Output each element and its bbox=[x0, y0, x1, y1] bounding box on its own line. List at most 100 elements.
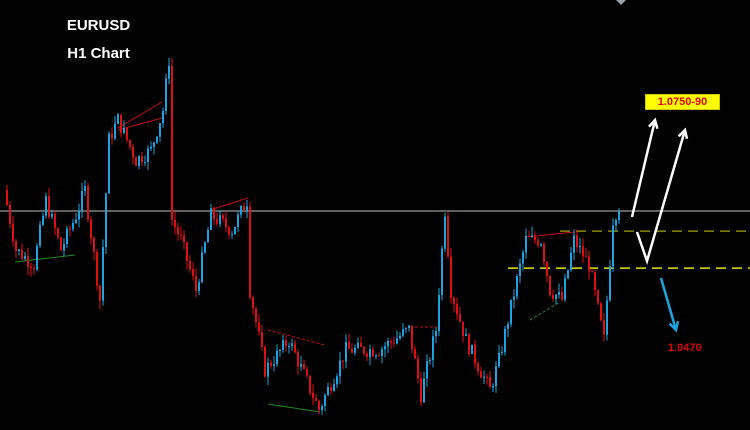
candle-body bbox=[93, 238, 95, 253]
candle-body bbox=[243, 206, 245, 211]
candle-body bbox=[132, 146, 134, 158]
candle-body bbox=[6, 189, 8, 205]
candle-body bbox=[69, 228, 71, 230]
candle-body bbox=[291, 343, 293, 347]
candle-body bbox=[426, 361, 428, 379]
candle-body bbox=[375, 355, 377, 357]
candle-body bbox=[456, 304, 458, 315]
candle-body bbox=[327, 387, 329, 396]
pattern-line bbox=[267, 329, 326, 346]
candle-body bbox=[531, 235, 533, 238]
candle-body bbox=[210, 208, 212, 230]
candle-body bbox=[558, 291, 560, 295]
candle-body bbox=[336, 376, 338, 385]
candle-body bbox=[366, 353, 368, 357]
candle-body bbox=[432, 336, 434, 360]
candle-body bbox=[414, 349, 416, 359]
candle-body bbox=[306, 369, 308, 376]
candle-body bbox=[450, 256, 452, 298]
candle-body bbox=[96, 252, 98, 286]
candle-body bbox=[513, 296, 515, 300]
candle-body bbox=[300, 363, 302, 367]
candle-body bbox=[441, 248, 443, 295]
candle-body bbox=[435, 330, 437, 337]
candle-body bbox=[330, 387, 332, 391]
candle-body bbox=[204, 242, 206, 253]
candle-body bbox=[135, 157, 137, 166]
candle-body bbox=[45, 196, 47, 216]
candle-body bbox=[156, 136, 158, 143]
candle-body bbox=[387, 341, 389, 347]
candle-body bbox=[183, 235, 185, 243]
candle-body bbox=[393, 342, 395, 344]
candle-body bbox=[384, 346, 386, 350]
candle-body bbox=[84, 185, 86, 191]
candle-body bbox=[75, 219, 77, 223]
candle-body bbox=[255, 308, 257, 323]
candle-body bbox=[540, 244, 542, 246]
candle-body bbox=[603, 320, 605, 335]
candle-body bbox=[420, 378, 422, 403]
pullback-up-arrow-icon bbox=[635, 129, 687, 266]
candle-body bbox=[396, 338, 398, 344]
candle-body bbox=[225, 218, 227, 228]
candle-body bbox=[153, 142, 155, 147]
candle-body bbox=[597, 290, 599, 304]
candle-body bbox=[444, 216, 446, 249]
candle-body bbox=[615, 220, 617, 226]
candle-body bbox=[594, 272, 596, 291]
up-arrow-icon bbox=[630, 119, 657, 218]
candle-body bbox=[186, 242, 188, 261]
candle-body bbox=[561, 291, 563, 300]
candle-body bbox=[207, 229, 209, 243]
candle-body bbox=[87, 185, 89, 220]
candle-body bbox=[99, 285, 101, 301]
candle-body bbox=[567, 270, 569, 279]
candle-body bbox=[588, 256, 590, 271]
candle-body bbox=[258, 322, 260, 332]
candle-body bbox=[105, 193, 107, 248]
pattern-line bbox=[529, 301, 561, 321]
up-arrow-icon-head bbox=[648, 117, 659, 130]
candle-body bbox=[342, 360, 344, 362]
candle-body bbox=[585, 256, 587, 258]
candle-body bbox=[546, 261, 548, 276]
candle-body bbox=[507, 324, 509, 329]
candle-body bbox=[282, 340, 284, 350]
candle-body bbox=[411, 325, 413, 350]
candle-body bbox=[39, 224, 41, 246]
candle-body bbox=[348, 341, 350, 349]
candle-body bbox=[144, 161, 146, 163]
pattern-line bbox=[117, 101, 163, 129]
candle-body bbox=[90, 219, 92, 239]
candle-body bbox=[72, 222, 74, 230]
candle-body bbox=[438, 294, 440, 331]
candle-body bbox=[126, 127, 128, 140]
candle-body bbox=[339, 360, 341, 377]
candle-body bbox=[51, 214, 53, 217]
candle-body bbox=[123, 127, 125, 133]
candle-body bbox=[453, 297, 455, 305]
candle-body bbox=[510, 299, 512, 325]
candle-body bbox=[216, 219, 218, 224]
candle-body bbox=[15, 241, 17, 252]
candle-body bbox=[252, 297, 254, 309]
candle-body bbox=[21, 249, 23, 259]
candle-body bbox=[357, 342, 359, 348]
candle-body bbox=[294, 343, 296, 353]
candle-body bbox=[573, 235, 575, 253]
candle-body bbox=[303, 363, 305, 370]
candle-body bbox=[612, 225, 614, 267]
candle-body bbox=[429, 359, 431, 362]
candle-body bbox=[78, 210, 80, 220]
candle-body bbox=[537, 240, 539, 246]
candle-body bbox=[555, 294, 557, 299]
candle-body bbox=[12, 223, 14, 242]
candle-body bbox=[114, 123, 116, 139]
candle-body bbox=[174, 219, 176, 228]
candle-body bbox=[333, 384, 335, 391]
candle-body bbox=[171, 65, 173, 220]
candle-body bbox=[489, 376, 491, 388]
